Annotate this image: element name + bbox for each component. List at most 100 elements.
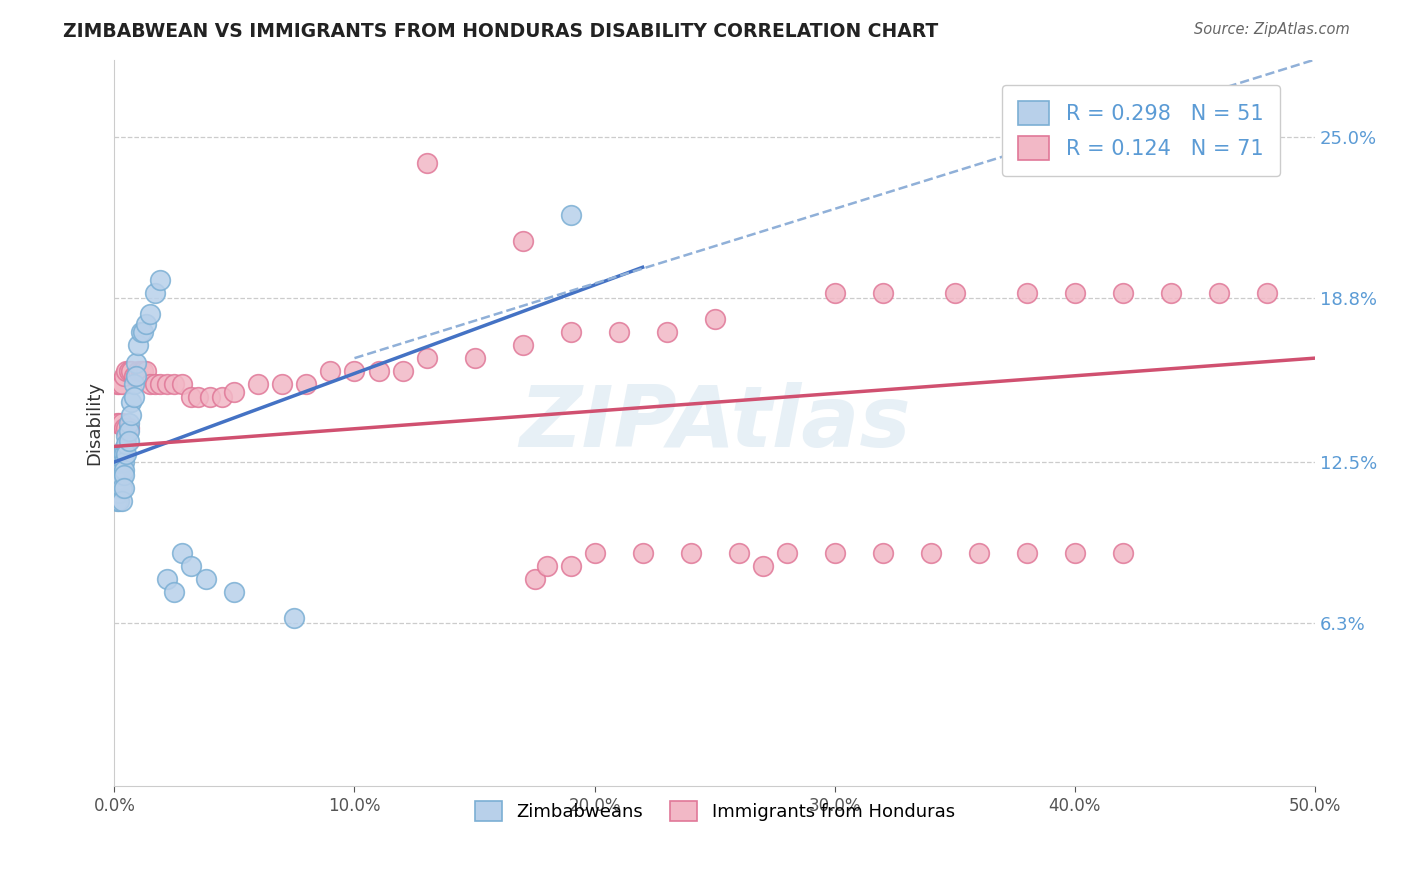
Point xyxy=(512,235,534,249)
Point xyxy=(108,494,131,508)
Point xyxy=(583,546,606,560)
Point xyxy=(149,273,172,287)
Point xyxy=(727,546,749,560)
Point xyxy=(143,377,166,392)
Point xyxy=(115,447,138,461)
Point xyxy=(139,307,162,321)
Point xyxy=(211,390,233,404)
Point xyxy=(135,318,157,332)
Point xyxy=(110,473,132,487)
Point xyxy=(118,421,141,435)
Point xyxy=(132,325,155,339)
Point xyxy=(967,546,990,560)
Point xyxy=(415,156,437,170)
Point xyxy=(118,424,141,438)
Point xyxy=(105,481,128,495)
Point xyxy=(127,338,149,352)
Point xyxy=(105,416,128,430)
Text: ZIPAtlas: ZIPAtlas xyxy=(519,382,911,465)
Point xyxy=(149,377,172,392)
Point xyxy=(110,377,132,392)
Point xyxy=(679,546,702,560)
Point xyxy=(105,377,128,392)
Y-axis label: Disability: Disability xyxy=(86,381,103,465)
Point xyxy=(125,369,148,384)
Point xyxy=(824,286,846,301)
Point xyxy=(115,421,138,435)
Point xyxy=(125,356,148,370)
Point xyxy=(112,463,135,477)
Point xyxy=(110,447,132,461)
Point xyxy=(112,447,135,461)
Text: ZIMBABWEAN VS IMMIGRANTS FROM HONDURAS DISABILITY CORRELATION CHART: ZIMBABWEAN VS IMMIGRANTS FROM HONDURAS D… xyxy=(63,22,939,41)
Point xyxy=(872,286,894,301)
Point xyxy=(120,364,142,378)
Point xyxy=(920,546,942,560)
Point xyxy=(391,364,413,378)
Point xyxy=(187,390,209,404)
Point xyxy=(125,369,148,384)
Point xyxy=(132,364,155,378)
Point xyxy=(1063,286,1085,301)
Point xyxy=(224,584,246,599)
Point xyxy=(1063,546,1085,560)
Point xyxy=(163,377,186,392)
Point xyxy=(943,286,966,301)
Point xyxy=(655,325,678,339)
Point xyxy=(143,286,166,301)
Point xyxy=(170,377,193,392)
Point xyxy=(118,364,141,378)
Point xyxy=(108,486,131,500)
Point xyxy=(560,325,582,339)
Point xyxy=(110,463,132,477)
Point xyxy=(115,437,138,451)
Point xyxy=(464,351,486,366)
Point xyxy=(110,481,132,495)
Point xyxy=(343,364,366,378)
Point xyxy=(115,429,138,443)
Point xyxy=(108,467,131,482)
Point xyxy=(536,558,558,573)
Point xyxy=(1160,286,1182,301)
Point xyxy=(112,421,135,435)
Point xyxy=(560,208,582,222)
Point xyxy=(319,364,342,378)
Point xyxy=(1015,546,1038,560)
Point xyxy=(180,558,202,573)
Point xyxy=(105,494,128,508)
Point xyxy=(1112,286,1135,301)
Point xyxy=(200,390,222,404)
Point xyxy=(631,546,654,560)
Point xyxy=(129,364,152,378)
Point xyxy=(108,481,131,495)
Point xyxy=(295,377,318,392)
Point xyxy=(129,325,152,339)
Point xyxy=(120,395,142,409)
Point xyxy=(108,377,131,392)
Point xyxy=(523,572,546,586)
Point xyxy=(751,558,773,573)
Legend: Zimbabweans, Immigrants from Honduras: Zimbabweans, Immigrants from Honduras xyxy=(460,787,969,836)
Point xyxy=(180,390,202,404)
Point xyxy=(194,572,217,586)
Point xyxy=(112,369,135,384)
Point xyxy=(135,364,157,378)
Point xyxy=(112,481,135,495)
Point xyxy=(120,409,142,423)
Point xyxy=(512,338,534,352)
Point xyxy=(560,558,582,573)
Point xyxy=(1256,286,1278,301)
Point xyxy=(112,455,135,469)
Point xyxy=(703,312,725,326)
Point xyxy=(108,473,131,487)
Point xyxy=(110,467,132,482)
Point xyxy=(156,377,179,392)
Point xyxy=(271,377,294,392)
Point xyxy=(105,473,128,487)
Text: Source: ZipAtlas.com: Source: ZipAtlas.com xyxy=(1194,22,1350,37)
Point xyxy=(170,546,193,560)
Point xyxy=(1208,286,1230,301)
Point xyxy=(775,546,797,560)
Point xyxy=(118,416,141,430)
Point xyxy=(127,364,149,378)
